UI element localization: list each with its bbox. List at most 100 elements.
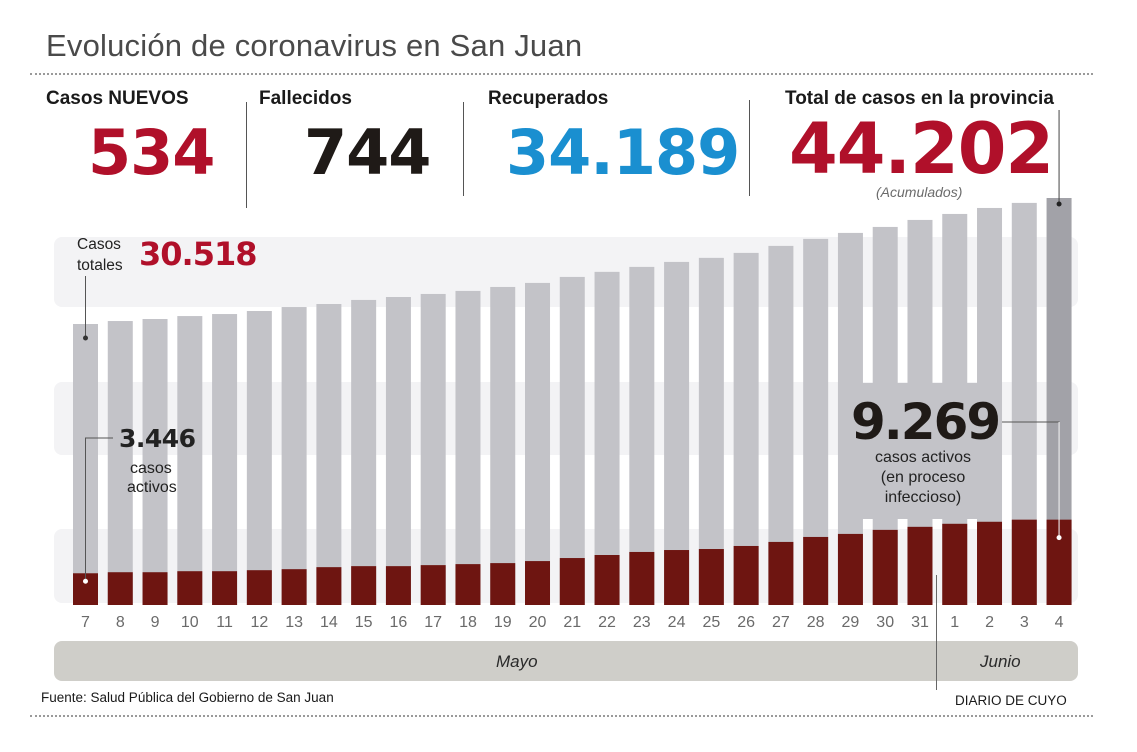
stat-divider <box>463 102 464 196</box>
bar-total-cases <box>281 307 307 605</box>
bar-active-cases <box>733 545 759 605</box>
x-tick-label: 30 <box>876 614 895 631</box>
bar-active-cases <box>559 558 585 605</box>
x-tick-label: 3 <box>1019 614 1029 631</box>
top-divider <box>30 73 1093 75</box>
bar-active-cases <box>629 551 655 605</box>
bar-total-cases <box>525 282 551 605</box>
bar-active-cases <box>177 571 203 605</box>
x-tick-label: 22 <box>598 614 616 631</box>
stat-value-total: 44.202 <box>789 108 1054 190</box>
x-tick-label: 1 <box>950 614 960 631</box>
stat-value-deaths: 744 <box>304 116 431 189</box>
x-tick-label: 25 <box>702 614 721 631</box>
bottom-divider <box>30 715 1093 717</box>
x-tick-label: 31 <box>911 614 929 631</box>
stat-divider <box>246 102 247 208</box>
bar-active-cases <box>698 549 724 605</box>
bar-active-cases <box>594 555 620 605</box>
label-total-cases-line2: totales <box>77 257 123 274</box>
stat-label-recovered: Recuperados <box>488 88 609 109</box>
bar-active-cases <box>977 521 1003 605</box>
x-tick-label: 23 <box>632 614 651 631</box>
stat-note-accumulated: (Acumulados) <box>876 184 963 200</box>
bar-active-cases <box>1011 519 1037 605</box>
x-tick-label: 12 <box>250 614 269 631</box>
bar-active-cases <box>246 570 272 605</box>
x-tick-label: 28 <box>806 614 825 631</box>
bar-active-cases <box>142 572 168 605</box>
bar-active-cases <box>385 566 411 605</box>
bar-active-cases <box>455 564 481 605</box>
bar-active-cases <box>803 536 829 605</box>
bar-active-cases <box>525 561 551 605</box>
x-tick-label: 16 <box>389 614 408 631</box>
x-tick-label: 27 <box>771 614 790 631</box>
x-tick-label: 29 <box>841 614 860 631</box>
x-tick-label: 14 <box>319 614 338 631</box>
leader-line-start-active <box>85 437 113 582</box>
end-active-value: 9.269 <box>851 393 1001 451</box>
bar-active-cases <box>664 550 690 605</box>
start-active-value: 3.446 <box>119 424 196 453</box>
end-active-label-box <box>838 383 1000 519</box>
x-tick-label: 8 <box>115 614 125 631</box>
x-tick-label: 13 <box>285 614 303 631</box>
x-tick-label: 15 <box>354 614 373 631</box>
bar-total-cases <box>107 321 133 605</box>
start-active-label-line2: activos <box>127 479 177 496</box>
bar-total-cases <box>559 276 585 605</box>
bar-total-cases <box>316 303 342 605</box>
bar-total-cases <box>142 319 168 605</box>
stat-divider <box>749 100 750 196</box>
stat-value-recovered: 34.189 <box>506 116 740 189</box>
leader-dot-total <box>83 335 88 341</box>
end-active-label-line2: (en proceso <box>880 469 966 486</box>
stat-value-new-cases: 534 <box>88 116 215 189</box>
bar-total-cases <box>212 314 238 605</box>
bar-total-cases <box>698 257 724 605</box>
x-tick-label: 24 <box>667 614 686 631</box>
bar-active-cases <box>107 572 133 605</box>
bar-total-cases <box>420 293 446 605</box>
start-total-value: 30.518 <box>139 235 257 273</box>
bar-total-cases <box>351 299 377 605</box>
bar-active-cases <box>872 529 898 605</box>
x-tick-label: 26 <box>737 614 756 631</box>
x-tick-label: 7 <box>81 614 90 631</box>
bar-active-cases <box>316 567 342 605</box>
source-note: Fuente: Salud Pública del Gobierno de Sa… <box>41 690 334 705</box>
bar-active-cases <box>351 566 377 605</box>
x-tick-label: 21 <box>563 614 582 631</box>
x-tick-label: 20 <box>528 614 547 631</box>
x-tick-label: 18 <box>459 614 477 631</box>
x-tick-label: 9 <box>150 614 160 631</box>
bar-total-cases <box>246 310 272 605</box>
month-label-june: Junio <box>980 652 1021 671</box>
x-tick-label: 2 <box>985 614 994 631</box>
page-title: Evolución de coronavirus en San Juan <box>46 28 583 63</box>
bar-total-cases <box>594 271 620 605</box>
end-active-label-line3: infeccioso) <box>884 489 962 506</box>
bar-active-cases <box>907 526 933 605</box>
bar-total-cases <box>177 316 203 605</box>
bar-active-cases <box>768 541 794 605</box>
publisher-credit: DIARIO DE CUYO <box>955 693 1067 708</box>
bar-active-cases <box>490 563 516 605</box>
start-active-label-line1: casos <box>130 460 172 477</box>
bar-total-cases <box>455 290 481 605</box>
x-tick-label: 10 <box>180 614 199 631</box>
x-tick-label: 17 <box>424 614 443 631</box>
x-tick-label: 19 <box>493 614 512 631</box>
bar-active-cases <box>942 523 968 605</box>
bar-active-cases <box>837 533 863 605</box>
end-active-label-line1: casos activos <box>874 449 972 466</box>
month-divider <box>936 575 937 690</box>
leader-dot-end-active <box>1056 535 1062 541</box>
month-bar <box>54 641 1078 681</box>
leader-dot-start-active <box>83 578 88 584</box>
month-label-may: Mayo <box>496 652 538 671</box>
leader-dot-grand-total <box>1056 201 1062 207</box>
bar-total-cases <box>385 297 411 605</box>
label-total-cases-line1: Casos <box>77 236 121 253</box>
